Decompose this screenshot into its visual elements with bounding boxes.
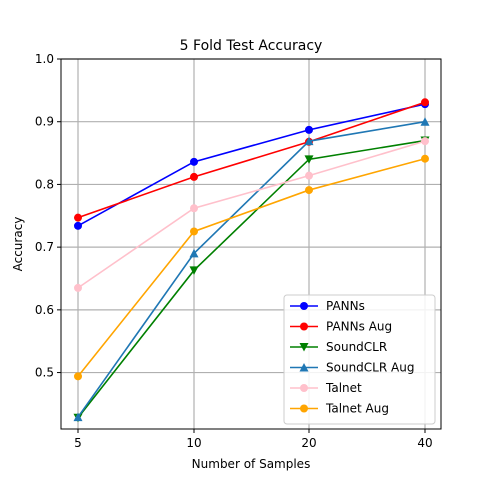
data-point	[74, 283, 82, 292]
legend-label: Talnet Aug	[325, 402, 389, 416]
y-tick-label: 1.0	[35, 52, 54, 66]
data-point	[420, 117, 430, 126]
series-5	[74, 137, 429, 292]
data-point	[190, 227, 198, 236]
data-point	[304, 136, 314, 146]
series-4	[73, 117, 430, 422]
data-point	[73, 412, 83, 422]
legend-item: SoundCLR	[290, 340, 387, 354]
series-6	[74, 154, 429, 381]
legend-label: PANNs	[326, 299, 365, 313]
y-tick-label: 0.8	[35, 177, 54, 191]
data-point	[74, 213, 82, 222]
data-point	[305, 171, 313, 180]
legend-box	[283, 294, 436, 425]
data-point	[421, 137, 429, 146]
legend-item: Talnet Aug	[290, 402, 389, 416]
series-line	[77, 120, 426, 418]
y-axis-label: Accuracy	[11, 217, 25, 272]
data-point	[189, 266, 199, 275]
ticks: 5 10 20 40 0.5 0.6 0.7 0.8 0.9 1.0	[35, 52, 433, 450]
x-tick-label: 40	[417, 436, 432, 450]
series-line	[77, 140, 426, 289]
data-point	[300, 404, 308, 413]
legend-item: PANNs Aug	[290, 320, 392, 334]
x-tick-label: 20	[301, 436, 316, 450]
legend: PANNs PANNs Aug SoundCLR SoundCLR Aug Talnet…	[283, 294, 436, 425]
data-point	[190, 172, 198, 181]
series-line	[77, 101, 426, 219]
y-tick-label: 0.7	[35, 240, 54, 254]
data-point	[299, 363, 309, 372]
data-point	[305, 125, 313, 134]
data-point	[190, 157, 198, 166]
series-layer	[73, 98, 430, 423]
legend-label: Talnet	[325, 381, 362, 395]
legend-label: SoundCLR Aug	[326, 361, 414, 375]
data-point	[304, 155, 314, 164]
data-point	[421, 154, 429, 163]
x-axis-label: Number of Samples	[192, 457, 311, 471]
data-point	[421, 98, 429, 107]
y-tick-label: 0.9	[35, 115, 54, 129]
data-point	[300, 302, 308, 310]
series-line	[77, 139, 426, 419]
legend-item: SoundCLR Aug	[290, 361, 414, 375]
series-1	[74, 100, 429, 230]
data-point	[189, 248, 199, 258]
data-point	[305, 186, 313, 195]
legend-item: PANNs	[290, 299, 365, 313]
data-point	[74, 221, 82, 230]
x-tick-label: 10	[186, 436, 201, 450]
legend-item: Talnet	[290, 381, 362, 395]
series-line	[77, 157, 426, 377]
y-tick-label: 0.5	[35, 366, 54, 380]
legend-label: SoundCLR	[326, 340, 387, 354]
data-point	[300, 384, 308, 392]
data-point	[299, 343, 309, 352]
data-point	[190, 204, 198, 213]
plot-frame	[60, 58, 442, 430]
x-tick-label: 5	[74, 436, 82, 450]
data-point	[74, 372, 82, 381]
data-point	[300, 322, 308, 331]
series-2	[74, 98, 429, 222]
series-line	[77, 103, 426, 227]
legend-label: PANNs Aug	[326, 320, 392, 334]
chart-title: 5 Fold Test Accuracy	[180, 38, 323, 54]
y-tick-label: 0.6	[35, 303, 54, 317]
